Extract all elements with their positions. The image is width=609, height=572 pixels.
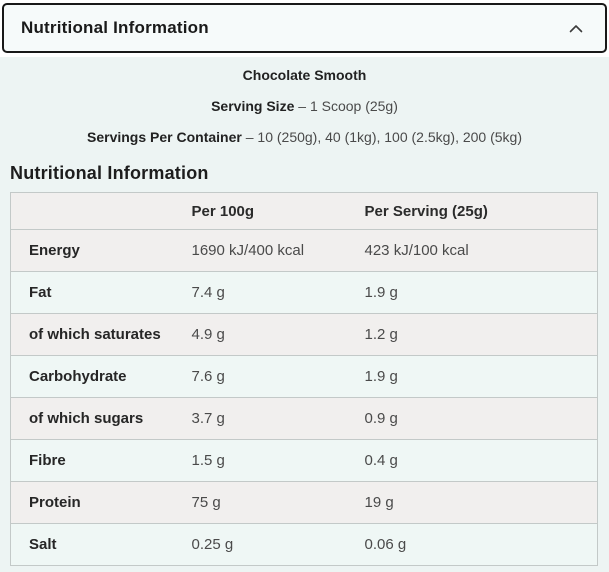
per-serving-value: 1.2 g <box>360 313 598 356</box>
nutrient-label: Energy <box>10 229 188 272</box>
table-row: Fat 7.4 g 1.9 g <box>10 271 598 314</box>
table-row: Salt 0.25 g 0.06 g <box>10 523 598 566</box>
separator-dash: – <box>298 98 307 114</box>
per-100g-value: 7.6 g <box>187 355 361 398</box>
serving-size-label: Serving Size <box>211 98 295 114</box>
servings-per-container-value: 10 (250g), 40 (1kg), 100 (2.5kg), 200 (5… <box>257 129 522 145</box>
per-serving-value: 0.06 g <box>360 523 598 566</box>
table-heading: Nutritional Information <box>10 163 209 183</box>
column-header-blank <box>10 192 188 230</box>
servings-per-container-label: Servings Per Container <box>87 129 242 145</box>
table-row: Energy 1690 kJ/400 kcal 423 kJ/100 kcal <box>10 229 598 272</box>
per-serving-value: 1.9 g <box>360 355 598 398</box>
nutrient-label: Carbohydrate <box>10 355 188 398</box>
per-100g-value: 1690 kJ/400 kcal <box>187 229 361 272</box>
per-100g-value: 0.25 g <box>187 523 361 566</box>
per-100g-value: 75 g <box>187 481 361 524</box>
flavour-name: Chocolate Smooth <box>0 68 609 83</box>
nutrient-label: of which saturates <box>10 313 188 356</box>
per-100g-value: 4.9 g <box>187 313 361 356</box>
accordion-content: Chocolate Smooth Serving Size – 1 Scoop … <box>0 57 609 572</box>
nutrient-label: Salt <box>10 523 188 566</box>
per-serving-value: 423 kJ/100 kcal <box>360 229 598 272</box>
separator-dash: – <box>245 129 254 145</box>
serving-size-line: Serving Size – 1 Scoop (25g) <box>0 99 609 114</box>
serving-size-value: 1 Scoop (25g) <box>309 98 398 114</box>
accordion-title: Nutritional Information <box>21 18 209 37</box>
table-row: of which sugars 3.7 g 0.9 g <box>10 397 598 440</box>
servings-per-container-line: Servings Per Container – 10 (250g), 40 (… <box>0 130 609 145</box>
per-serving-value: 19 g <box>360 481 598 524</box>
nutrient-label: Fat <box>10 271 188 314</box>
chevron-up-icon[interactable] <box>569 24 583 33</box>
nutrition-table: Per 100g Per Serving (25g) Energy 1690 k… <box>10 192 598 566</box>
per-100g-value: 3.7 g <box>187 397 361 440</box>
per-serving-value: 0.9 g <box>360 397 598 440</box>
table-row: of which saturates 4.9 g 1.2 g <box>10 313 598 356</box>
column-header-per-serving: Per Serving (25g) <box>360 192 598 230</box>
table-row: Fibre 1.5 g 0.4 g <box>10 439 598 482</box>
nutrient-label: of which sugars <box>10 397 188 440</box>
nutrient-label: Protein <box>10 481 188 524</box>
per-100g-value: 1.5 g <box>187 439 361 482</box>
column-header-per-100g: Per 100g <box>187 192 361 230</box>
per-serving-value: 1.9 g <box>360 271 598 314</box>
nutritional-information-accordion-header[interactable]: Nutritional Information <box>2 3 607 53</box>
per-100g-value: 7.4 g <box>187 271 361 314</box>
per-serving-value: 0.4 g <box>360 439 598 482</box>
flavour-text: Chocolate Smooth <box>242 67 367 83</box>
table-header-row: Per 100g Per Serving (25g) <box>10 192 598 230</box>
table-row: Protein 75 g 19 g <box>10 481 598 524</box>
table-row: Carbohydrate 7.6 g 1.9 g <box>10 355 598 398</box>
nutrient-label: Fibre <box>10 439 188 482</box>
